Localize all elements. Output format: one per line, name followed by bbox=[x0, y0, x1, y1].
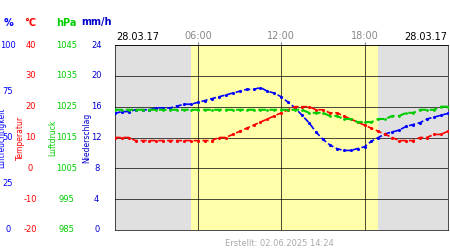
Text: 4: 4 bbox=[94, 195, 99, 204]
Text: 995: 995 bbox=[58, 195, 74, 204]
Text: 12: 12 bbox=[91, 133, 102, 142]
Text: 10: 10 bbox=[25, 133, 36, 142]
Text: 40: 40 bbox=[25, 40, 36, 50]
Text: 50: 50 bbox=[3, 133, 14, 142]
Text: 16: 16 bbox=[91, 102, 102, 111]
Text: 28.03.17: 28.03.17 bbox=[116, 32, 159, 42]
Text: Erstellt: 02.06.2025 14:24: Erstellt: 02.06.2025 14:24 bbox=[225, 238, 333, 248]
Text: -10: -10 bbox=[24, 195, 37, 204]
Text: 1025: 1025 bbox=[56, 102, 77, 111]
Text: 20: 20 bbox=[25, 102, 36, 111]
Text: Niederschlag: Niederschlag bbox=[82, 112, 91, 162]
Text: 1015: 1015 bbox=[56, 133, 77, 142]
Text: 0: 0 bbox=[28, 164, 33, 173]
Text: 25: 25 bbox=[3, 179, 14, 188]
Text: 75: 75 bbox=[3, 87, 14, 96]
Text: 8: 8 bbox=[94, 164, 99, 173]
Text: 0: 0 bbox=[94, 226, 99, 234]
Text: hPa: hPa bbox=[56, 18, 77, 28]
Text: 1005: 1005 bbox=[56, 164, 77, 173]
Text: 0: 0 bbox=[5, 226, 11, 234]
Text: -20: -20 bbox=[24, 226, 37, 234]
Text: %: % bbox=[3, 18, 13, 28]
Text: 1035: 1035 bbox=[56, 71, 77, 80]
Text: 30: 30 bbox=[25, 71, 36, 80]
Bar bbox=[191, 45, 378, 230]
Text: mm/h: mm/h bbox=[81, 18, 112, 28]
Text: Luftdruck: Luftdruck bbox=[49, 119, 58, 156]
Text: 24: 24 bbox=[91, 40, 102, 50]
Text: °C: °C bbox=[25, 18, 36, 28]
Text: Temperatur: Temperatur bbox=[16, 116, 25, 160]
Text: 100: 100 bbox=[0, 40, 16, 50]
Text: Luftfeuchtigkeit: Luftfeuchtigkeit bbox=[0, 107, 6, 168]
Text: 20: 20 bbox=[91, 71, 102, 80]
Text: 985: 985 bbox=[58, 226, 75, 234]
Text: 1045: 1045 bbox=[56, 40, 77, 50]
Text: 28.03.17: 28.03.17 bbox=[404, 32, 447, 42]
